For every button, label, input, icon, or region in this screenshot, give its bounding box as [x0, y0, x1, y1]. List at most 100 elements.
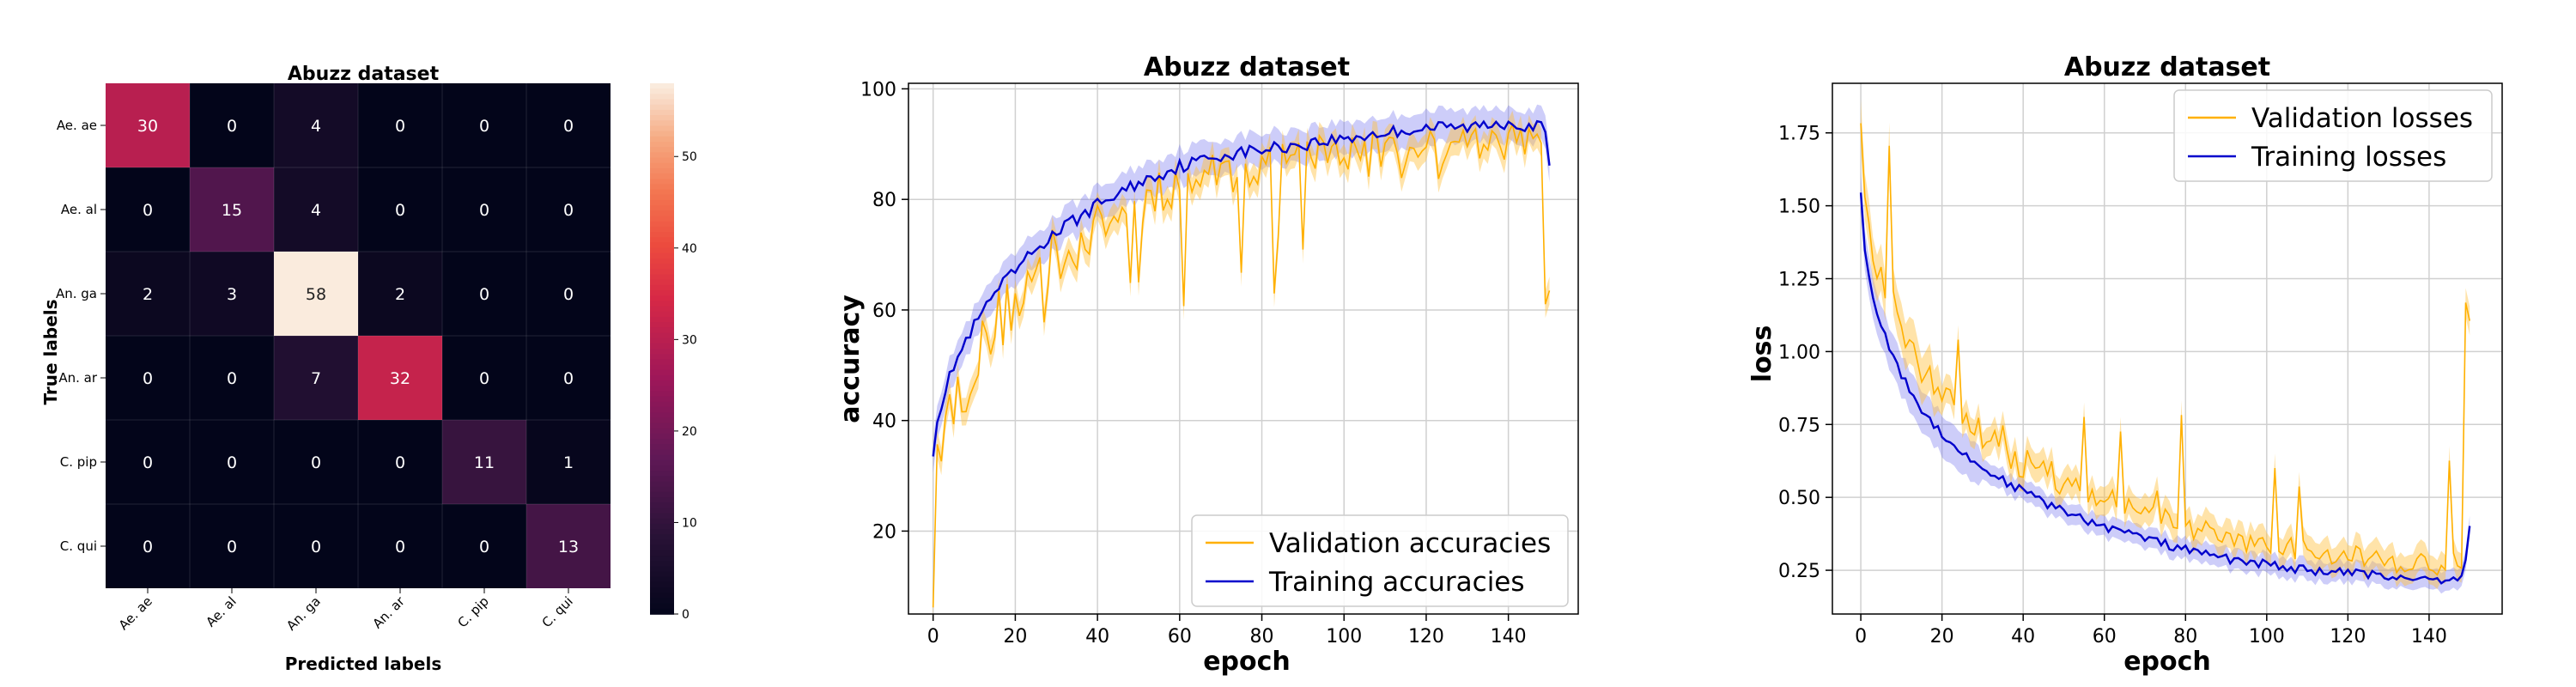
validation-band	[1861, 100, 2470, 590]
y-tick-label: 40	[872, 411, 896, 433]
cm-cell-value: 4	[311, 201, 321, 220]
cm-colorbar-band	[650, 226, 674, 233]
x-tick-label: 140	[1491, 626, 1527, 647]
y-tick-label: 1.25	[1778, 270, 1820, 291]
cm-colorbar-band	[650, 406, 674, 413]
cm-colorbar-band	[650, 349, 674, 355]
cm-colorbar-band	[650, 593, 674, 599]
x-tick-label: 40	[1085, 626, 1109, 647]
loss-panel: Abuzz dataset epoch loss 0 20 40 60 80 100 120…	[1747, 52, 2503, 677]
cm-colorbar-band	[650, 401, 674, 408]
cm-colorbar-band	[650, 465, 674, 471]
cm-cell-value: 58	[306, 285, 326, 304]
cm-colorbar-band	[650, 598, 674, 605]
cm-colorbar-band	[650, 354, 674, 361]
cm-x-axis-label: Predicted labels	[285, 654, 442, 674]
training-band	[1861, 172, 2470, 594]
cm-colorbar-band	[650, 369, 674, 376]
cm-y-tick-labels: Ae. ae Ae. al An. ga An. ar C. pip C. qui	[56, 118, 106, 554]
validation-band	[933, 110, 1550, 614]
cm-cell	[526, 420, 611, 504]
cm-colorbar-band	[650, 603, 674, 610]
cm-cell-value: 3	[227, 285, 237, 304]
cm-cell	[442, 336, 526, 420]
accuracy-title: Abuzz dataset	[1144, 52, 1350, 82]
cm-cell	[274, 504, 358, 588]
cm-cell-value: 4	[311, 117, 321, 136]
confusion-matrix-panel: Abuzz dataset 30 0 4 0 0 00 15 4 0 0 02 3 58 2 0 00 0 7 32…	[40, 64, 697, 674]
cm-colorbar-band	[650, 332, 674, 339]
cm-cell	[190, 252, 274, 336]
cm-colorbar-band	[650, 396, 674, 403]
cm-colorbar-band	[650, 359, 674, 366]
cm-colorbar-band	[650, 167, 674, 174]
cm-cell	[106, 167, 190, 252]
cm-cell	[274, 336, 358, 420]
cm-cell-value: 13	[558, 538, 579, 556]
cm-colorbar-band	[650, 83, 674, 89]
cm-colorbar-band	[650, 374, 674, 381]
cm-colorbar-band	[650, 476, 674, 483]
cm-colorbar-band	[650, 221, 674, 228]
cm-colorbar-band	[650, 581, 674, 588]
cm-cell	[190, 336, 274, 420]
cm-colorbar-band	[650, 508, 674, 514]
x-tick-label: 120	[1408, 626, 1444, 647]
cm-colorbar-band	[650, 523, 674, 530]
cm-y-axis-label: True labels	[40, 299, 61, 404]
legend-box	[1191, 514, 1569, 607]
cm-colorbar-band	[650, 237, 674, 244]
cm-colorbar-band	[650, 486, 674, 493]
cm-colorbar-band	[650, 104, 674, 111]
cm-colorbar-tick-label: 0	[682, 608, 690, 622]
cm-colorbar-band	[650, 459, 674, 466]
cm-colorbar-band	[650, 242, 674, 249]
cm-colorbar-band	[650, 94, 674, 100]
cm-colorbar-tick-label: 30	[682, 333, 697, 347]
cm-colorbar-band	[650, 284, 674, 291]
cm-cell-value: 0	[227, 369, 237, 388]
cm-colorbar-band	[650, 147, 674, 154]
cm-colorbar-band	[650, 136, 674, 143]
cm-cell	[190, 83, 274, 167]
legend-label: Training losses	[2251, 142, 2446, 173]
cm-colorbar-band	[650, 316, 674, 323]
cm-y-tick-label: An. ga	[56, 286, 97, 301]
cm-cell-value: 0	[143, 453, 153, 472]
legend-label: Validation accuracies	[1269, 528, 1551, 559]
cm-colorbar-band	[650, 152, 674, 159]
x-tick-label: 0	[927, 626, 939, 647]
cm-colorbar: 0 10 20 30 40 50	[650, 83, 697, 622]
cm-x-tick-label: An. ga	[283, 593, 324, 634]
cm-colorbar-band	[650, 391, 674, 398]
training-series-line	[932, 119, 1551, 457]
cm-cell	[442, 420, 526, 504]
cm-colorbar-band	[650, 386, 674, 392]
cm-colorbar-band	[650, 529, 674, 536]
cm-cell-value: 0	[479, 201, 489, 220]
cm-cell	[358, 420, 442, 504]
cm-colorbar-band	[650, 141, 674, 148]
cm-cell-value: 0	[563, 117, 574, 136]
cm-cell-value: 0	[311, 538, 321, 556]
x-tick-label: 60	[1168, 626, 1192, 647]
validation-series-line	[932, 122, 1551, 608]
x-tick-label: 100	[2249, 626, 2285, 647]
cm-colorbar-band	[650, 337, 674, 344]
cm-colorbar-band	[650, 301, 674, 307]
plot-frame	[1832, 82, 2503, 615]
cm-colorbar-band	[650, 258, 674, 264]
cm-colorbar-band	[650, 199, 674, 206]
cm-colorbar-band	[650, 556, 674, 562]
cm-cell	[442, 252, 526, 336]
cm-cell-value: 0	[395, 453, 405, 472]
training-series-line	[1859, 192, 2471, 585]
cm-colorbar-tick-label: 50	[682, 150, 697, 164]
cm-colorbar-band	[650, 210, 674, 217]
cm-cell	[274, 420, 358, 504]
cm-colorbar-band	[650, 571, 674, 578]
cm-colorbar-band	[650, 99, 674, 106]
cm-cell	[274, 167, 358, 252]
y-tick-label: 0.50	[1778, 488, 1820, 509]
cm-cell-value: 0	[395, 201, 405, 220]
